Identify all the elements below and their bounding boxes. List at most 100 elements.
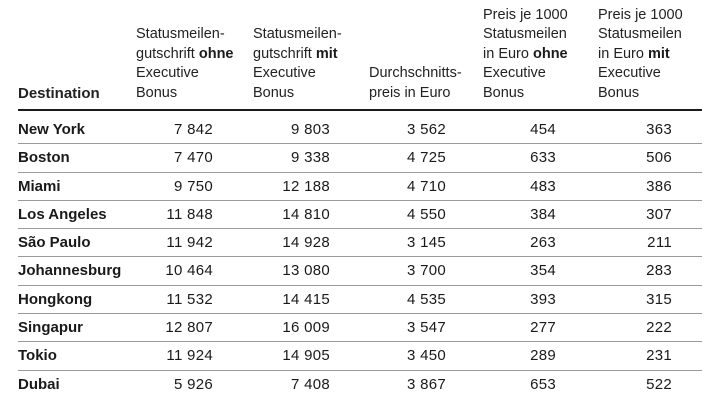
header-destination: Destination — [18, 84, 100, 104]
table-row: Singapur 12 807 16 009 3 547 277 222 — [0, 314, 720, 343]
miles-with-bonus-cell: 13 080 — [282, 262, 330, 280]
table-row: Johannesburg 10 464 13 080 3 700 354 283 — [0, 257, 720, 286]
miles-without-bonus-cell: 7 470 — [173, 149, 213, 167]
price-per-1000-with-cell: 386 — [646, 177, 672, 195]
avg-price-cell: 3 450 — [406, 347, 446, 365]
destination-cell: Boston — [18, 149, 70, 167]
destination-cell: Tokio — [18, 347, 57, 365]
avg-price-cell: 3 867 — [406, 375, 446, 393]
avg-price-cell: 4 535 — [406, 290, 446, 308]
table-row: São Paulo 11 942 14 928 3 145 263 211 — [0, 229, 720, 258]
miles-with-bonus-cell: 14 928 — [282, 234, 330, 252]
miles-without-bonus-cell: 11 532 — [166, 290, 213, 308]
miles-with-bonus-cell: 9 803 — [290, 121, 330, 138]
avg-price-cell: 3 700 — [406, 262, 446, 280]
miles-with-bonus-cell: 12 188 — [282, 177, 330, 195]
destination-cell: Hongkong — [18, 290, 93, 308]
price-per-1000-without-cell: 277 — [530, 319, 556, 337]
miles-without-bonus-cell: 11 848 — [166, 205, 213, 223]
header-line: Executive — [253, 65, 316, 81]
price-per-1000-with-cell: 315 — [646, 290, 672, 308]
header-without-bonus: Statusmeilen-gutschrift ohne Executive Bon… — [136, 25, 234, 103]
table-row: Los Angeles 11 848 14 810 4 550 384 307 — [0, 201, 720, 230]
destination-cell: São Paulo — [18, 234, 91, 252]
price-per-1000-without-cell: 653 — [530, 375, 556, 393]
header-line: Preis je 1000 — [598, 6, 683, 23]
table-row: Tokio 11 924 14 905 3 450 289 231 — [0, 342, 720, 371]
price-per-1000-without-cell: 633 — [530, 149, 556, 167]
row-divider — [18, 143, 702, 145]
row-divider — [18, 341, 702, 343]
table-body: New York 7 842 9 803 3 562 454 363 Boston 7 470… — [0, 116, 720, 399]
price-per-1000-without-cell: 384 — [530, 205, 556, 223]
avg-price-cell: 3 145 — [406, 234, 446, 252]
table-row: Dubai 5 926 7 408 3 867 653 522 — [0, 371, 720, 399]
header-line: Executive — [483, 65, 546, 81]
header-line: preis in Euro — [369, 84, 451, 101]
destination-cell: Los Angeles — [18, 205, 107, 223]
price-per-1000-with-cell: 307 — [646, 205, 672, 223]
miles-without-bonus-cell: 11 942 — [166, 234, 213, 252]
header-with-bonus: Statusmeilen-gutschrift mit Executive Bonu… — [253, 25, 342, 103]
price-per-1000-without-cell: 454 — [530, 121, 556, 138]
miles-with-bonus-cell: 9 338 — [290, 149, 330, 167]
header-line: gutschrift mit — [253, 45, 338, 62]
price-per-1000-without-cell: 289 — [530, 347, 556, 365]
miles-without-bonus-cell: 9 750 — [173, 177, 213, 195]
header-line: Statusmeilen- — [136, 26, 225, 42]
header-line: Statusmeilen — [483, 26, 567, 42]
header-price-per-1000-without: Preis je 1000 Statusmeilen in Euro ohne Exe… — [483, 6, 568, 104]
row-divider — [18, 228, 702, 230]
destination-cell: New York — [18, 121, 85, 138]
table-row: Miami 9 750 12 188 4 710 483 386 — [0, 173, 720, 201]
price-per-1000-with-cell: 506 — [646, 149, 672, 167]
header-price-per-1000-with: Preis je 1000 Statusmeilen in Euro mit Exec… — [598, 6, 683, 104]
avg-price-cell: 4 550 — [406, 205, 446, 223]
header-avg-price: Durchschnitts-preis in Euro — [369, 64, 462, 103]
price-per-1000-with-cell: 231 — [646, 347, 672, 365]
header-line: in Euro mit — [598, 45, 670, 62]
destination-cell: Johannesburg — [18, 262, 122, 280]
header-line: Durchschnitts- — [369, 65, 462, 81]
price-per-1000-with-cell: 211 — [647, 234, 672, 252]
miles-with-bonus-cell: 14 415 — [282, 290, 330, 308]
header-line: Preis je 1000 — [483, 6, 568, 23]
destination-cell: Singapur — [18, 319, 84, 337]
miles-without-bonus-cell: 10 464 — [165, 262, 213, 280]
header-line: gutschrift ohne — [136, 45, 234, 62]
price-per-1000-without-cell: 483 — [530, 177, 556, 195]
destination-cell: Dubai — [18, 375, 60, 393]
row-divider — [18, 199, 702, 201]
header-line: Bonus — [483, 84, 525, 101]
price-per-1000-with-cell: 522 — [646, 375, 672, 393]
header-line: Bonus — [136, 84, 178, 101]
avg-price-cell: 3 547 — [406, 319, 446, 337]
miles-with-bonus-cell: 16 009 — [282, 319, 330, 337]
header-line: Bonus — [253, 84, 295, 101]
price-per-1000-without-cell: 354 — [530, 262, 556, 280]
table-header: Destination Statusmeilen-gutschrift ohne… — [0, 0, 720, 109]
row-divider — [18, 256, 702, 258]
avg-price-cell: 4 710 — [406, 177, 446, 195]
header-line: in Euro ohne — [483, 45, 568, 62]
header-line: Executive — [598, 65, 661, 81]
table-row: Hongkong 11 532 14 415 4 535 393 315 — [0, 286, 720, 315]
table-row: New York 7 842 9 803 3 562 454 363 — [0, 116, 720, 145]
miles-with-bonus-cell: 14 810 — [282, 205, 330, 223]
avg-price-cell: 4 725 — [406, 149, 446, 167]
row-divider — [18, 284, 702, 286]
miles-without-bonus-cell: 7 842 — [173, 121, 213, 138]
header-line: Statusmeilen — [598, 26, 682, 42]
miles-without-bonus-cell: 5 926 — [173, 375, 213, 393]
price-per-1000-with-cell: 363 — [646, 121, 672, 138]
miles-without-bonus-cell: 12 807 — [165, 319, 213, 337]
miles-with-bonus-cell: 14 905 — [282, 347, 330, 365]
header-line: Statusmeilen- — [253, 26, 342, 42]
price-per-1000-without-cell: 393 — [530, 290, 556, 308]
row-divider — [18, 369, 702, 371]
table-row: Boston 7 470 9 338 4 725 633 506 — [0, 144, 720, 173]
price-per-1000-with-cell: 222 — [646, 319, 672, 337]
miles-without-bonus-cell: 11 924 — [166, 347, 213, 365]
row-divider — [18, 171, 702, 173]
